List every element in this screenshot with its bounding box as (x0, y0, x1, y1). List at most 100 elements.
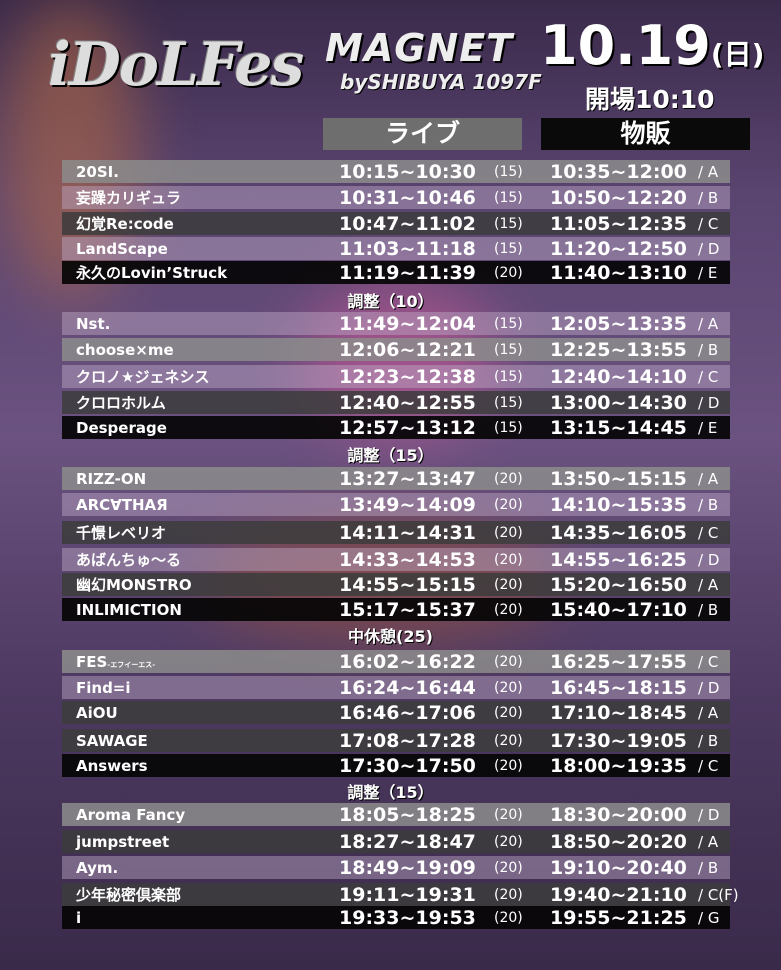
artist-name: 20SI. (76, 160, 119, 185)
merch-time: 17:10~18:45 (550, 702, 687, 724)
merch-time: 14:10~15:35 (550, 494, 687, 516)
live-time: 19:33~19:53 (339, 907, 476, 929)
duration: (20) (494, 654, 523, 670)
table-row: i 19:33~19:53 (20) 19:55~21:25 / G (62, 906, 730, 929)
live-time: 19:11~19:31 (339, 884, 476, 906)
live-time: 10:31~10:46 (339, 187, 476, 209)
artist-name-text: クロロホルム (76, 394, 166, 412)
duration: (20) (494, 834, 523, 850)
artist-name-text: Desperage (76, 419, 167, 437)
live-time: 15:17~15:37 (339, 599, 476, 621)
table-row: 幻覚Re:code 10:47~11:02 (15) 11:05~12:35 / C (62, 212, 730, 235)
live-time: 16:24~16:44 (339, 677, 476, 699)
artist-name-text: ARC∀THAЯ (76, 496, 168, 514)
duration: (15) (494, 420, 523, 436)
merch-slot: / C (698, 524, 719, 542)
live-time: 10:15~10:30 (339, 161, 476, 183)
artist-name: INLIMICTION (76, 598, 182, 623)
merch-slot: / A (698, 315, 719, 333)
duration: (20) (494, 552, 523, 568)
duration: (20) (494, 680, 523, 696)
break-label: 中休憩(25) (348, 627, 433, 646)
duration: (15) (494, 190, 523, 206)
duration: (20) (494, 705, 523, 721)
merch-time: 15:40~17:10 (550, 599, 687, 621)
artist-name-text: 幽幻MONSTRO (76, 576, 192, 594)
merch-time: 16:25~17:55 (550, 651, 687, 673)
artist-name-text: Answers (76, 757, 148, 775)
artist-name: 幻覚Re:code (76, 212, 174, 237)
live-time: 17:30~17:50 (339, 755, 476, 777)
live-time: 12:40~12:55 (339, 392, 476, 414)
merch-time: 13:50~15:15 (550, 468, 687, 490)
duration: (20) (494, 733, 523, 749)
artist-name: 永久のLovin’Struck (76, 261, 227, 286)
artist-name-text: 少年秘密倶楽部 (76, 886, 182, 904)
live-time: 18:05~18:25 (339, 804, 476, 826)
live-time: 18:27~18:47 (339, 831, 476, 853)
table-row: 幽幻MONSTRO 14:55~15:15 (20) 15:20~16:50 / A (62, 573, 730, 596)
merch-slot: / E (698, 419, 718, 437)
merch-time: 18:00~19:35 (550, 755, 687, 777)
table-row: Aym. 18:49~19:09 (20) 19:10~20:40 / B (62, 856, 730, 879)
break-label: 調整（15） (347, 783, 434, 802)
artist-name-text: FES (76, 653, 108, 671)
table-row: jumpstreet 18:27~18:47 (20) 18:50~20:20 / A (62, 830, 730, 853)
artist-name-text: jumpstreet (76, 833, 170, 851)
merch-slot: / C (698, 368, 719, 386)
merch-time: 13:00~14:30 (550, 392, 687, 414)
artist-name-text: 妄躁カリギュラ (76, 189, 182, 207)
duration: (20) (494, 807, 523, 823)
artist-name: jumpstreet (76, 830, 169, 855)
duration: (15) (494, 316, 523, 332)
artist-name: Find=i (76, 676, 131, 701)
artist-name: Answers (76, 754, 148, 779)
live-time: 14:11~14:31 (339, 522, 476, 544)
duration: (15) (494, 369, 523, 385)
live-time: 14:55~15:15 (339, 574, 476, 596)
bg-glow (0, 0, 140, 300)
live-time: 13:27~13:47 (339, 468, 476, 490)
merch-slot: / D (698, 806, 720, 824)
table-row: Find=i 16:24~16:44 (20) 16:45~18:15 / D (62, 676, 730, 699)
duration: (20) (494, 525, 523, 541)
artist-name-text: AiOU (76, 704, 118, 722)
merch-time: 19:10~20:40 (550, 857, 687, 879)
merch-time: 19:55~21:25 (550, 907, 687, 929)
table-row: INLIMICTION 15:17~15:37 (20) 15:40~17:10 / B (62, 598, 730, 621)
live-column-header: ライブ (323, 118, 522, 150)
merch-slot: / C (698, 757, 719, 775)
live-time: 10:47~11:02 (339, 213, 476, 235)
live-time: 18:49~19:09 (339, 857, 476, 879)
artist-name-text: choose×me (76, 341, 174, 359)
merch-time: 18:30~20:00 (550, 804, 687, 826)
artist-name-text: i (76, 909, 82, 927)
table-row: Nst. 11:49~12:04 (15) 12:05~13:35 / A (62, 312, 730, 335)
duration: (15) (494, 241, 523, 257)
duration: (15) (494, 164, 523, 180)
table-row: クロノ★ジェネシス 12:23~12:38 (15) 12:40~14:10 / C (62, 365, 730, 388)
merch-slot: / A (698, 163, 719, 181)
merch-slot: / C(F) (698, 886, 739, 904)
duration: (20) (494, 910, 523, 926)
artist-name-text: LandScape (76, 240, 168, 258)
live-time: 13:49~14:09 (339, 494, 476, 516)
merch-time: 17:30~19:05 (550, 730, 687, 752)
artist-name: AiOU (76, 701, 118, 726)
merch-slot: / E (698, 264, 718, 282)
duration: (20) (494, 758, 523, 774)
duration: (15) (494, 395, 523, 411)
merch-time: 11:40~13:10 (550, 262, 687, 284)
artist-name: クロノ★ジェネシス (76, 365, 209, 390)
merch-slot: / D (698, 551, 720, 569)
logo: iDoLFes (48, 30, 304, 100)
duration: (20) (494, 471, 523, 487)
live-time: 14:33~14:53 (339, 549, 476, 571)
duration: (15) (494, 342, 523, 358)
merch-time: 12:25~13:55 (550, 339, 687, 361)
merch-slot: / B (698, 189, 719, 207)
artist-name: クロロホルム (76, 391, 166, 416)
artist-name: choose×me (76, 338, 174, 363)
merch-slot: / B (698, 732, 719, 750)
duration: (15) (494, 216, 523, 232)
